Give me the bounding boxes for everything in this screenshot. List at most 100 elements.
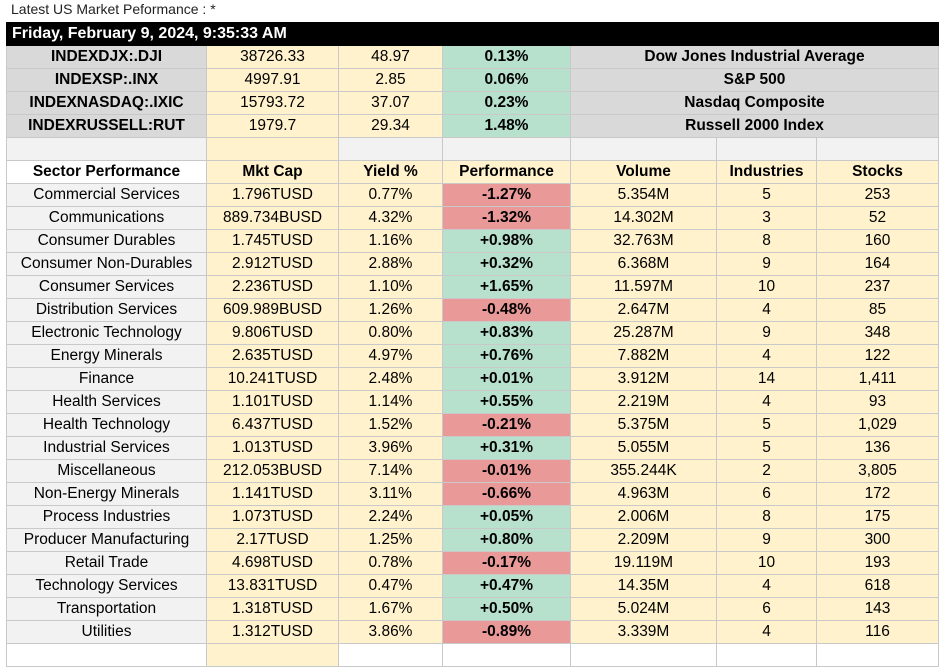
market-cap: 1.101TUSD [206,390,339,414]
market-cap: 6.437TUSD [206,413,339,437]
sector-name: Technology Services [6,574,207,598]
yield-value: 2.88% [338,252,443,276]
page-title: Latest US Market Peformance : * [11,1,216,17]
index-symbol: INDEXRUSSELL:RUT [6,114,207,138]
performance-value: +0.98% [442,229,571,253]
industries-count: 9 [716,252,817,276]
index-change: 29.34 [338,114,443,138]
stocks-count: 253 [816,183,939,207]
stocks-count: 175 [816,505,939,529]
sector-name: Communications [6,206,207,230]
industries-count: 10 [716,275,817,299]
stocks-count: 160 [816,229,939,253]
market-cap: 889.734BUSD [206,206,339,230]
sector-row: Finance 10.241TUSD 2.48% +0.01% 3.912M 14 1,41… [6,367,939,391]
stocks-count: 164 [816,252,939,276]
industries-count: 9 [716,528,817,552]
column-header: Mkt Cap [206,160,339,184]
volume-value: 5.375M [570,413,717,437]
sector-name: Non-Energy Minerals [6,482,207,506]
stocks-count: 52 [816,206,939,230]
sector-name: Utilities [6,620,207,644]
volume-value: 3.912M [570,367,717,391]
yield-value: 3.86% [338,620,443,644]
index-symbol: INDEXNASDAQ:.IXIC [6,91,207,115]
sector-row: Non-Energy Minerals 1.141TUSD 3.11% -0.66% 4… [6,482,939,506]
yield-value: 2.48% [338,367,443,391]
industries-count: 4 [716,298,817,322]
stocks-count: 93 [816,390,939,414]
industries-count: 4 [716,390,817,414]
stocks-count: 618 [816,574,939,598]
stocks-count: 85 [816,298,939,322]
stocks-count: 116 [816,620,939,644]
yield-value: 1.16% [338,229,443,253]
market-cap: 2.635TUSD [206,344,339,368]
index-price: 15793.72 [206,91,339,115]
market-cap: 1.796TUSD [206,183,339,207]
performance-value: +0.01% [442,367,571,391]
volume-value: 4.963M [570,482,717,506]
market-cap: 2.17TUSD [206,528,339,552]
index-row: INDEXSP:.INX 4997.91 2.85 0.06% S&P 500 [6,68,939,92]
performance-value: -0.21% [442,413,571,437]
sector-row: Energy Minerals 2.635TUSD 4.97% +0.76% 7.882… [6,344,939,368]
stocks-count: 122 [816,344,939,368]
performance-value: +0.31% [442,436,571,460]
performance-value: +0.32% [442,252,571,276]
performance-value: -0.17% [442,551,571,575]
index-row: INDEXDJX:.DJI 38726.33 48.97 0.13% Dow J… [6,45,939,69]
yield-value: 1.52% [338,413,443,437]
sector-row: Consumer Durables 1.745TUSD 1.16% +0.98% 32.… [6,229,939,253]
sector-name: Health Technology [6,413,207,437]
sector-name: Consumer Services [6,275,207,299]
industries-count: 8 [716,229,817,253]
volume-value: 2.647M [570,298,717,322]
sector-name: Electronic Technology [6,321,207,345]
sector-name: Consumer Durables [6,229,207,253]
performance-value: +0.50% [442,597,571,621]
sector-name: Transportation [6,597,207,621]
date-banner-text: Friday, February 9, 2024, 9:35:33 AM [6,22,939,46]
sector-row: Retail Trade 4.698TUSD 0.78% -0.17% 19.119M 1… [6,551,939,575]
empty-cell [6,643,207,667]
performance-value: -0.01% [442,459,571,483]
yield-value: 3.11% [338,482,443,506]
industries-count: 4 [716,620,817,644]
volume-value: 355.244K [570,459,717,483]
industries-count: 5 [716,436,817,460]
volume-value: 2.219M [570,390,717,414]
yield-value: 4.97% [338,344,443,368]
market-cap: 4.698TUSD [206,551,339,575]
yield-value: 2.24% [338,505,443,529]
yield-value: 0.47% [338,574,443,598]
empty-cell [338,137,443,161]
empty-cell [570,643,717,667]
performance-value: +0.76% [442,344,571,368]
sector-name: Energy Minerals [6,344,207,368]
index-change: 2.85 [338,68,443,92]
market-cap: 609.989BUSD [206,298,339,322]
volume-value: 5.055M [570,436,717,460]
sector-row: Transportation 1.318TUSD 1.67% +0.50% 5.024M… [6,597,939,621]
market-cap: 2.236TUSD [206,275,339,299]
industries-count: 3 [716,206,817,230]
yield-value: 4.32% [338,206,443,230]
empty-cell [442,137,571,161]
sector-row: Health Technology 6.437TUSD 1.52% -0.21% 5.3… [6,413,939,437]
market-cap: 1.073TUSD [206,505,339,529]
sector-name: Miscellaneous [6,459,207,483]
industries-count: 8 [716,505,817,529]
performance-value: -1.32% [442,206,571,230]
sector-row: Consumer Non-Durables 2.912TUSD 2.88% +0.32… [6,252,939,276]
index-row: INDEXNASDAQ:.IXIC 15793.72 37.07 0.23% N… [6,91,939,115]
volume-value: 2.209M [570,528,717,552]
index-percent: 0.06% [442,68,571,92]
column-header: Stocks [816,160,939,184]
empty-cell [816,137,939,161]
market-cap: 1.312TUSD [206,620,339,644]
index-row: INDEXRUSSELL:RUT 1979.7 29.34 1.48% Russ… [6,114,939,138]
performance-value: +0.05% [442,505,571,529]
spacer-row [6,137,939,161]
volume-value: 14.302M [570,206,717,230]
